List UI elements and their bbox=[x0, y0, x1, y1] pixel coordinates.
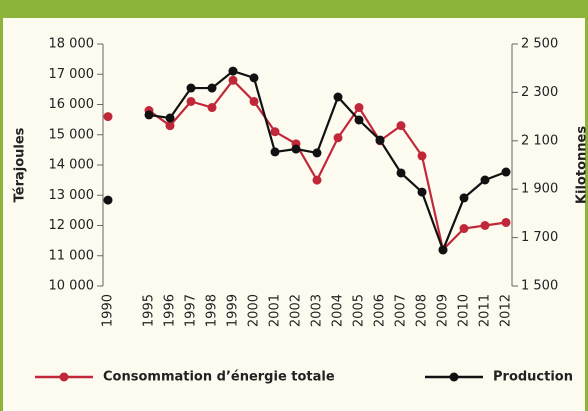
y2-tick-label: 1 500 bbox=[521, 279, 558, 294]
top-band bbox=[0, 0, 588, 18]
left-border bbox=[0, 0, 3, 411]
y2-tick-label: 2 300 bbox=[521, 85, 558, 100]
x-tick-label: 2009 bbox=[436, 294, 451, 327]
legend-label: Production bbox=[493, 370, 573, 385]
data-point bbox=[501, 167, 511, 177]
data-point bbox=[270, 127, 280, 137]
y2-tick-label: 2 500 bbox=[521, 37, 558, 52]
data-point bbox=[417, 187, 427, 197]
data-point bbox=[165, 121, 175, 131]
data-point bbox=[249, 73, 259, 83]
data-point bbox=[480, 175, 490, 185]
x-tick-label: 2012 bbox=[499, 294, 514, 327]
y2-tick-label: 1 700 bbox=[521, 230, 558, 245]
data-point bbox=[396, 168, 406, 178]
x-tick-label: 2005 bbox=[352, 294, 367, 327]
data-point bbox=[103, 195, 113, 205]
data-point bbox=[396, 121, 406, 131]
data-point bbox=[249, 96, 259, 106]
data-point bbox=[270, 147, 280, 157]
x-tick-label: 2004 bbox=[331, 294, 346, 327]
data-point bbox=[333, 92, 343, 102]
x-tick-label: 2003 bbox=[310, 294, 325, 327]
data-point bbox=[480, 221, 490, 230]
x-tick-label: 2007 bbox=[394, 294, 409, 327]
x-tick-label: 1998 bbox=[205, 294, 220, 327]
x-tick-label: 1995 bbox=[142, 294, 157, 327]
data-point bbox=[165, 113, 175, 123]
data-point bbox=[354, 103, 364, 113]
y2-tick-label: 1 900 bbox=[521, 182, 558, 197]
y2-axis-title: Kilotonnes bbox=[575, 126, 588, 204]
data-point bbox=[459, 193, 469, 203]
y-tick-label: 15 000 bbox=[49, 127, 95, 142]
legend-label: Consommation d’énergie totale bbox=[103, 370, 335, 385]
y2-tick-label: 2 100 bbox=[521, 133, 558, 148]
x-tick-label: 1990 bbox=[101, 294, 116, 327]
x-tick-label: 2006 bbox=[373, 294, 388, 327]
data-point bbox=[186, 83, 196, 93]
data-point bbox=[501, 217, 511, 227]
x-tick-label: 2001 bbox=[268, 294, 283, 327]
x-tick-label: 1999 bbox=[226, 294, 241, 327]
data-point bbox=[186, 96, 196, 106]
y-tick-label: 10 000 bbox=[49, 279, 95, 294]
y-tick-label: 16 000 bbox=[49, 97, 95, 112]
x-tick-label: 2002 bbox=[289, 294, 304, 327]
data-point bbox=[207, 83, 217, 93]
x-tick-label: 2010 bbox=[457, 294, 472, 327]
data-point bbox=[417, 151, 427, 161]
y-tick-label: 17 000 bbox=[49, 67, 95, 82]
y-tick-label: 11 000 bbox=[49, 248, 95, 263]
data-point bbox=[333, 133, 343, 143]
y-axis-title: Térajoules bbox=[13, 127, 28, 202]
y-tick-label: 14 000 bbox=[49, 158, 95, 173]
y-tick-label: 12 000 bbox=[49, 218, 95, 233]
right-border bbox=[585, 0, 588, 411]
x-tick-label: 2000 bbox=[247, 294, 262, 327]
data-point bbox=[438, 245, 448, 255]
data-point bbox=[312, 148, 322, 158]
data-point bbox=[144, 110, 154, 120]
data-point bbox=[354, 115, 364, 125]
data-point bbox=[228, 75, 238, 85]
y-tick-label: 13 000 bbox=[49, 188, 95, 203]
data-point bbox=[228, 66, 238, 76]
data-point bbox=[312, 175, 322, 185]
x-tick-label: 2008 bbox=[415, 294, 430, 327]
data-point bbox=[207, 103, 217, 113]
x-tick-label: 1997 bbox=[184, 294, 199, 327]
legend-dot bbox=[449, 372, 459, 382]
data-point bbox=[291, 144, 301, 154]
data-point bbox=[375, 135, 385, 145]
data-point bbox=[103, 112, 113, 122]
data-point bbox=[459, 224, 469, 234]
x-tick-label: 1996 bbox=[163, 294, 178, 327]
x-tick-label: 2011 bbox=[478, 294, 493, 327]
y-tick-label: 18 000 bbox=[49, 37, 95, 52]
legend-dot bbox=[59, 372, 69, 382]
